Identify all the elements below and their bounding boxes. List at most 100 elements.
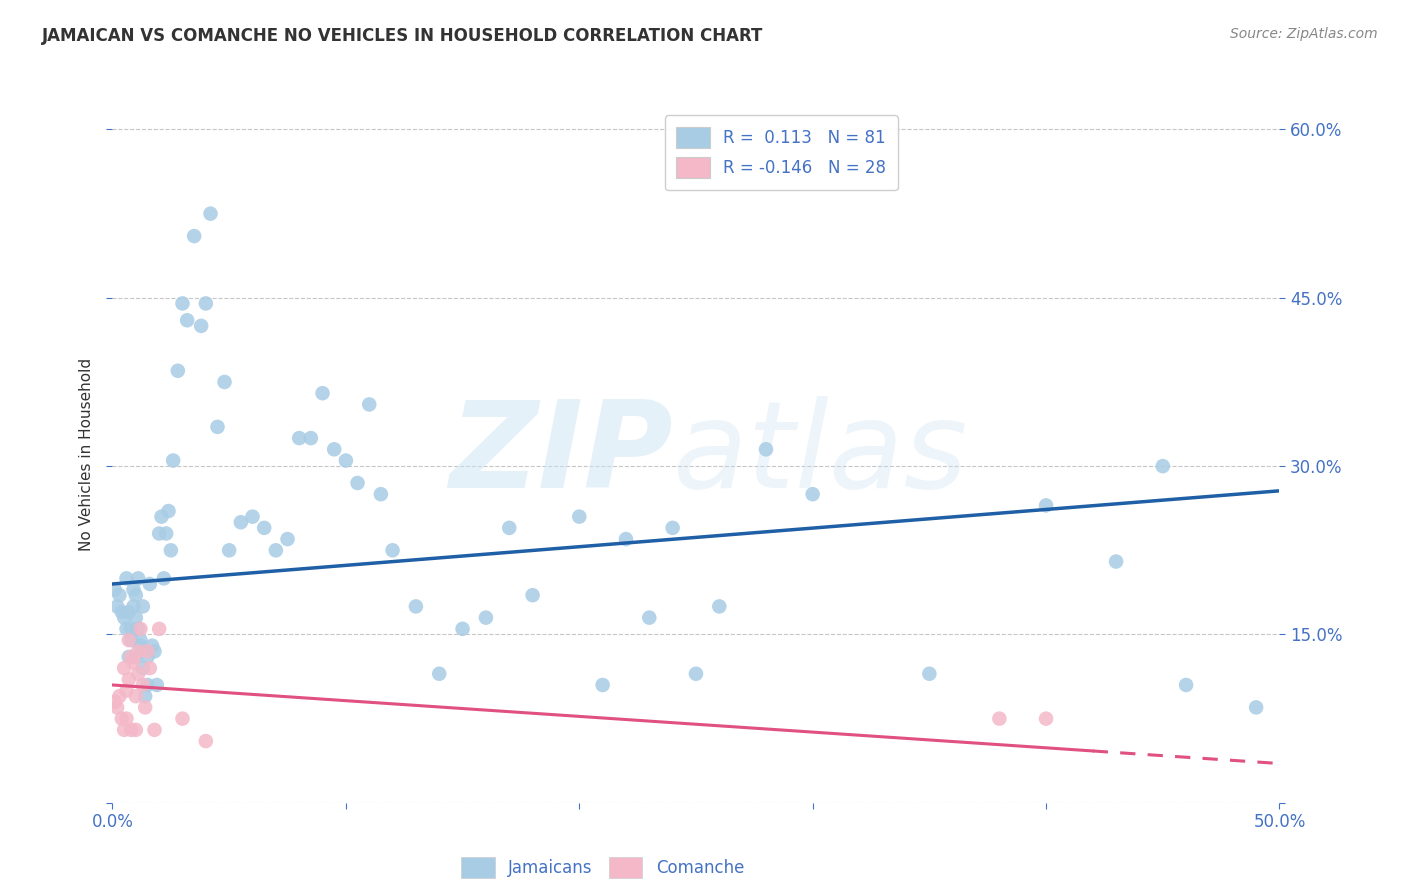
Point (370, 487, 392, 501)
Point (115, 571, 138, 585)
Point (592, 678, 614, 692)
Point (143, 644, 166, 658)
Point (125, 649, 148, 664)
Point (108, 689, 131, 703)
Point (132, 661, 155, 675)
Point (346, 475, 368, 490)
Point (141, 639, 163, 653)
Point (143, 723, 166, 737)
Point (218, 543, 240, 558)
Point (276, 532, 298, 546)
Legend: Jamaicans, Comanche: Jamaicans, Comanche (454, 850, 751, 885)
Point (166, 364, 188, 378)
Point (172, 712, 194, 726)
Point (125, 588, 148, 602)
Point (122, 656, 145, 670)
Point (115, 622, 138, 636)
Point (661, 521, 683, 535)
Point (139, 661, 162, 675)
Point (801, 487, 824, 501)
Point (157, 504, 180, 518)
Point (381, 543, 404, 558)
Point (136, 649, 159, 664)
Point (120, 723, 142, 737)
Point (136, 678, 159, 692)
Point (108, 588, 131, 602)
Point (105, 599, 128, 614)
Point (120, 649, 142, 664)
Point (614, 532, 637, 546)
Point (122, 599, 145, 614)
Point (111, 605, 134, 619)
Point (115, 712, 138, 726)
Point (155, 526, 177, 541)
Point (755, 442, 778, 457)
Point (125, 723, 148, 737)
Point (172, 296, 194, 310)
Point (118, 649, 141, 664)
Point (129, 633, 152, 648)
Point (1035, 499, 1057, 513)
Point (207, 420, 229, 434)
Point (127, 666, 149, 681)
Point (918, 666, 941, 681)
Point (405, 599, 427, 614)
Point (127, 644, 149, 658)
Text: atlas: atlas (672, 396, 967, 514)
Point (105, 700, 128, 714)
Point (134, 689, 156, 703)
Point (568, 509, 591, 524)
Point (299, 431, 322, 445)
Point (160, 543, 183, 558)
Point (115, 683, 138, 698)
Point (229, 515, 252, 529)
Point (190, 318, 212, 333)
Point (112, 610, 135, 624)
Point (120, 622, 142, 636)
Text: JAMAICAN VS COMANCHE NO VEHICLES IN HOUSEHOLD CORRELATION CHART: JAMAICAN VS COMANCHE NO VEHICLES IN HOUS… (42, 27, 763, 45)
Point (1244, 700, 1267, 714)
Point (498, 521, 520, 535)
Point (132, 599, 155, 614)
Text: ZIP: ZIP (449, 396, 672, 514)
Point (118, 673, 141, 687)
Point (522, 588, 544, 602)
Point (104, 695, 127, 709)
Point (288, 431, 311, 445)
Point (311, 386, 333, 401)
Point (242, 509, 264, 524)
Point (148, 622, 170, 636)
Point (264, 543, 287, 558)
Point (323, 442, 346, 457)
Point (1105, 555, 1128, 569)
Point (183, 229, 205, 244)
Point (214, 375, 236, 389)
Point (118, 633, 141, 648)
Point (200, 207, 222, 221)
Point (127, 571, 149, 585)
Point (1035, 712, 1057, 726)
Point (148, 526, 170, 541)
Point (104, 582, 127, 597)
Point (134, 700, 156, 714)
Point (475, 610, 498, 624)
Point (120, 633, 142, 648)
Point (253, 521, 276, 535)
Point (176, 313, 198, 327)
Point (129, 622, 152, 636)
Point (127, 622, 149, 636)
Point (685, 666, 707, 681)
Point (427, 666, 450, 681)
Point (139, 577, 162, 591)
Point (125, 689, 148, 703)
Point (146, 678, 169, 692)
Text: Source: ZipAtlas.com: Source: ZipAtlas.com (1230, 27, 1378, 41)
Point (118, 605, 141, 619)
Point (112, 723, 135, 737)
Point (335, 453, 357, 467)
Y-axis label: No Vehicles in Household: No Vehicles in Household (79, 359, 94, 551)
Point (122, 582, 145, 597)
Point (451, 622, 474, 636)
Point (194, 734, 217, 748)
Point (1175, 678, 1198, 692)
